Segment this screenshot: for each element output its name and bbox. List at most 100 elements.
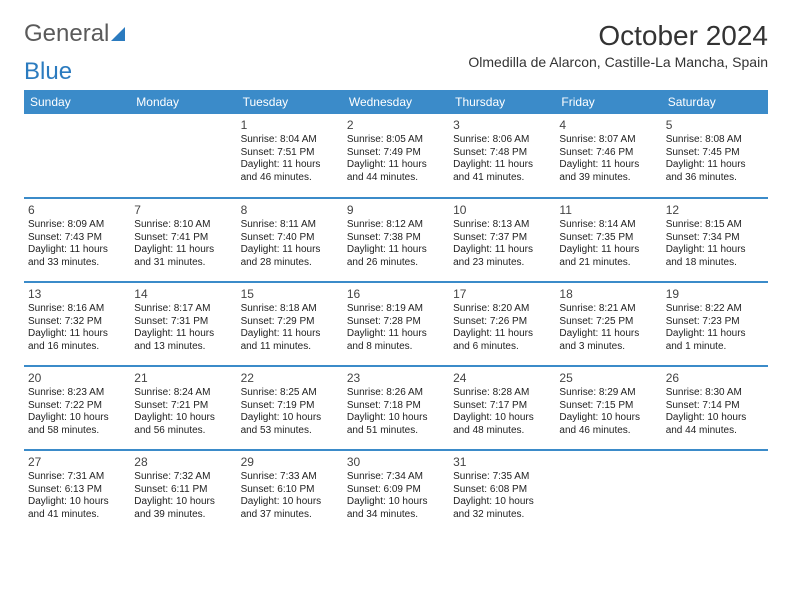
- sunrise-line: Sunrise: 8:11 AM: [241, 219, 339, 232]
- sunset-line: Sunset: 7:14 PM: [666, 400, 764, 413]
- sunrise-line: Sunrise: 8:23 AM: [28, 387, 126, 400]
- sunrise-line: Sunrise: 8:22 AM: [666, 303, 764, 316]
- day-header: Saturday: [662, 90, 768, 114]
- sunrise-line: Sunrise: 8:15 AM: [666, 219, 764, 232]
- daylight-line: Daylight: 10 hours and 56 minutes.: [134, 412, 232, 437]
- calendar-cell: 8Sunrise: 8:11 AMSunset: 7:40 PMDaylight…: [237, 198, 343, 282]
- daylight-line: Daylight: 11 hours and 46 minutes.: [241, 159, 339, 184]
- sunrise-line: Sunrise: 8:10 AM: [134, 219, 232, 232]
- sunset-line: Sunset: 7:49 PM: [347, 147, 445, 160]
- day-number: 11: [559, 201, 657, 219]
- day-number: 7: [134, 201, 232, 219]
- sunset-line: Sunset: 7:17 PM: [453, 400, 551, 413]
- calendar-cell: 5Sunrise: 8:08 AMSunset: 7:45 PMDaylight…: [662, 114, 768, 198]
- sunrise-line: Sunrise: 8:04 AM: [241, 134, 339, 147]
- sunrise-line: Sunrise: 8:14 AM: [559, 219, 657, 232]
- calendar-cell: [24, 114, 130, 198]
- calendar-cell: 12Sunrise: 8:15 AMSunset: 7:34 PMDayligh…: [662, 198, 768, 282]
- day-number: 28: [134, 453, 232, 471]
- day-header: Sunday: [24, 90, 130, 114]
- logo: General: [24, 20, 125, 48]
- daylight-line: Daylight: 10 hours and 41 minutes.: [28, 496, 126, 521]
- sunset-line: Sunset: 7:22 PM: [28, 400, 126, 413]
- sunset-line: Sunset: 7:19 PM: [241, 400, 339, 413]
- sunset-line: Sunset: 7:32 PM: [28, 316, 126, 329]
- sunset-line: Sunset: 7:23 PM: [666, 316, 764, 329]
- day-number: 4: [559, 116, 657, 134]
- sunrise-line: Sunrise: 7:32 AM: [134, 471, 232, 484]
- sunrise-line: Sunrise: 8:21 AM: [559, 303, 657, 316]
- calendar-cell: 26Sunrise: 8:30 AMSunset: 7:14 PMDayligh…: [662, 366, 768, 450]
- calendar-cell: 29Sunrise: 7:33 AMSunset: 6:10 PMDayligh…: [237, 450, 343, 534]
- calendar-cell: 20Sunrise: 8:23 AMSunset: 7:22 PMDayligh…: [24, 366, 130, 450]
- calendar-cell: [662, 450, 768, 534]
- sunrise-line: Sunrise: 8:05 AM: [347, 134, 445, 147]
- day-number: 16: [347, 285, 445, 303]
- daylight-line: Daylight: 10 hours and 44 minutes.: [666, 412, 764, 437]
- calendar-cell: 28Sunrise: 7:32 AMSunset: 6:11 PMDayligh…: [130, 450, 236, 534]
- calendar-cell: 21Sunrise: 8:24 AMSunset: 7:21 PMDayligh…: [130, 366, 236, 450]
- day-number: 23: [347, 369, 445, 387]
- page-title: October 2024: [468, 20, 768, 52]
- sunrise-line: Sunrise: 8:19 AM: [347, 303, 445, 316]
- calendar-cell: 14Sunrise: 8:17 AMSunset: 7:31 PMDayligh…: [130, 282, 236, 366]
- sunset-line: Sunset: 7:26 PM: [453, 316, 551, 329]
- sunrise-line: Sunrise: 8:16 AM: [28, 303, 126, 316]
- day-number: 1: [241, 116, 339, 134]
- day-number: 15: [241, 285, 339, 303]
- day-header: Monday: [130, 90, 236, 114]
- sunset-line: Sunset: 7:41 PM: [134, 232, 232, 245]
- sunrise-line: Sunrise: 8:26 AM: [347, 387, 445, 400]
- sunset-line: Sunset: 6:13 PM: [28, 484, 126, 497]
- calendar-week-row: 27Sunrise: 7:31 AMSunset: 6:13 PMDayligh…: [24, 450, 768, 534]
- calendar-table: SundayMondayTuesdayWednesdayThursdayFrid…: [24, 90, 768, 534]
- calendar-week-row: 6Sunrise: 8:09 AMSunset: 7:43 PMDaylight…: [24, 198, 768, 282]
- sunrise-line: Sunrise: 8:06 AM: [453, 134, 551, 147]
- calendar-cell: 24Sunrise: 8:28 AMSunset: 7:17 PMDayligh…: [449, 366, 555, 450]
- daylight-line: Daylight: 11 hours and 21 minutes.: [559, 244, 657, 269]
- calendar-week-row: 1Sunrise: 8:04 AMSunset: 7:51 PMDaylight…: [24, 114, 768, 198]
- day-number: 19: [666, 285, 764, 303]
- day-number: 9: [347, 201, 445, 219]
- daylight-line: Daylight: 11 hours and 39 minutes.: [559, 159, 657, 184]
- sunset-line: Sunset: 7:38 PM: [347, 232, 445, 245]
- daylight-line: Daylight: 11 hours and 18 minutes.: [666, 244, 764, 269]
- sunset-line: Sunset: 7:29 PM: [241, 316, 339, 329]
- day-number: 10: [453, 201, 551, 219]
- daylight-line: Daylight: 11 hours and 31 minutes.: [134, 244, 232, 269]
- calendar-cell: 15Sunrise: 8:18 AMSunset: 7:29 PMDayligh…: [237, 282, 343, 366]
- day-number: 8: [241, 201, 339, 219]
- logo-text-blue: Blue: [24, 58, 72, 85]
- day-number: 27: [28, 453, 126, 471]
- daylight-line: Daylight: 11 hours and 33 minutes.: [28, 244, 126, 269]
- calendar-cell: 25Sunrise: 8:29 AMSunset: 7:15 PMDayligh…: [555, 366, 661, 450]
- calendar-cell: 18Sunrise: 8:21 AMSunset: 7:25 PMDayligh…: [555, 282, 661, 366]
- sunrise-line: Sunrise: 7:33 AM: [241, 471, 339, 484]
- calendar-cell: 16Sunrise: 8:19 AMSunset: 7:28 PMDayligh…: [343, 282, 449, 366]
- sunrise-line: Sunrise: 8:09 AM: [28, 219, 126, 232]
- daylight-line: Daylight: 11 hours and 13 minutes.: [134, 328, 232, 353]
- calendar-cell: 30Sunrise: 7:34 AMSunset: 6:09 PMDayligh…: [343, 450, 449, 534]
- sunset-line: Sunset: 7:28 PM: [347, 316, 445, 329]
- daylight-line: Daylight: 11 hours and 44 minutes.: [347, 159, 445, 184]
- calendar-header-row: SundayMondayTuesdayWednesdayThursdayFrid…: [24, 90, 768, 114]
- sunrise-line: Sunrise: 7:34 AM: [347, 471, 445, 484]
- calendar-cell: [555, 450, 661, 534]
- daylight-line: Daylight: 11 hours and 28 minutes.: [241, 244, 339, 269]
- sunset-line: Sunset: 7:51 PM: [241, 147, 339, 160]
- day-number: 31: [453, 453, 551, 471]
- day-number: 14: [134, 285, 232, 303]
- sunset-line: Sunset: 7:35 PM: [559, 232, 657, 245]
- day-number: 6: [28, 201, 126, 219]
- calendar-cell: 2Sunrise: 8:05 AMSunset: 7:49 PMDaylight…: [343, 114, 449, 198]
- daylight-line: Daylight: 11 hours and 23 minutes.: [453, 244, 551, 269]
- day-number: 21: [134, 369, 232, 387]
- sunset-line: Sunset: 7:34 PM: [666, 232, 764, 245]
- calendar-cell: 22Sunrise: 8:25 AMSunset: 7:19 PMDayligh…: [237, 366, 343, 450]
- day-number: 5: [666, 116, 764, 134]
- calendar-cell: 27Sunrise: 7:31 AMSunset: 6:13 PMDayligh…: [24, 450, 130, 534]
- sunset-line: Sunset: 7:48 PM: [453, 147, 551, 160]
- daylight-line: Daylight: 11 hours and 26 minutes.: [347, 244, 445, 269]
- calendar-cell: 7Sunrise: 8:10 AMSunset: 7:41 PMDaylight…: [130, 198, 236, 282]
- calendar-cell: 17Sunrise: 8:20 AMSunset: 7:26 PMDayligh…: [449, 282, 555, 366]
